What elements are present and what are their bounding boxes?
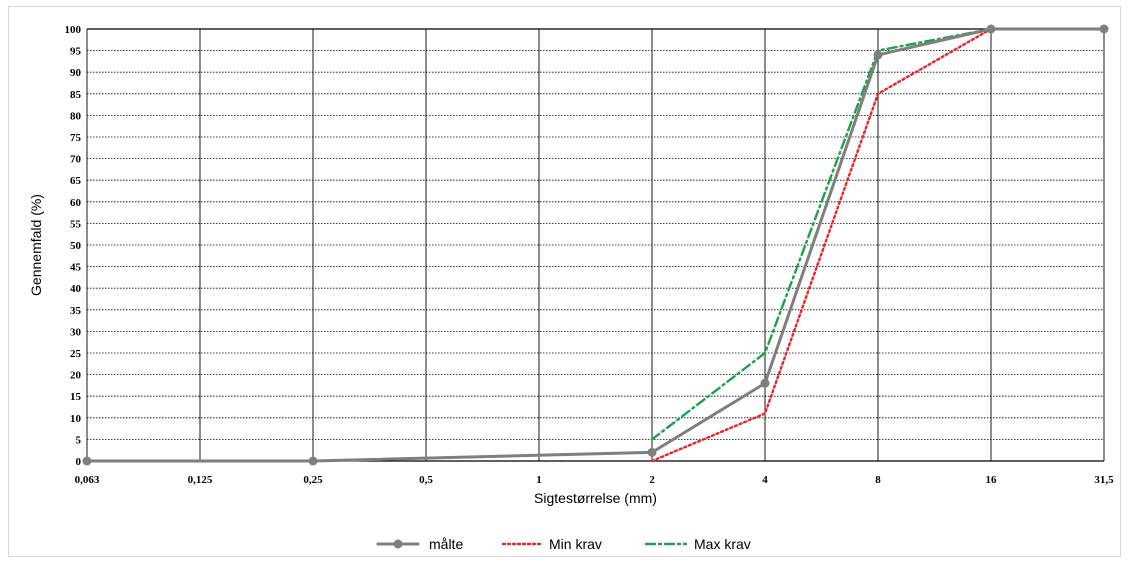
data-point — [760, 378, 770, 388]
legend-marker — [393, 539, 403, 549]
x-tick-label: 4 — [762, 474, 768, 486]
x-tick-label: 0,125 — [188, 474, 213, 486]
chart-frame: 0 5 10 15 20 25 30 35 40 45 50 55 60 65 70 75 80 85 90 95 10… — [8, 6, 1121, 557]
legend-label: målte — [429, 536, 463, 552]
data-point — [1099, 24, 1109, 34]
sieve-chart: 0510152025303540455055606570758085909510… — [28, 24, 1115, 552]
x-tick-label: 8 — [875, 474, 881, 486]
x-tick-label: 2 — [649, 474, 655, 486]
x-tick-label: 16 — [986, 474, 998, 486]
y-tick-label: 50 — [70, 240, 82, 252]
y-tick-label: 0 — [76, 456, 82, 468]
y-tick-label: 10 — [70, 413, 82, 425]
y-tick-label: 65 — [70, 175, 82, 187]
y-tick-label: 45 — [70, 262, 82, 274]
y-tick-label: 35 — [70, 305, 82, 317]
x-tick-label: 0,25 — [303, 474, 323, 486]
y-tick-label: 40 — [70, 283, 82, 295]
data-point — [308, 456, 318, 466]
data-point — [986, 24, 996, 34]
data-point — [873, 50, 883, 60]
y-tick-label: 15 — [70, 391, 82, 403]
x-tick-label: 0,063 — [75, 474, 100, 486]
data-point — [82, 456, 92, 466]
data-point — [647, 447, 657, 457]
x-tick-label: 31,5 — [1094, 474, 1114, 486]
x-tick-labels: 0,063 0,125 0,25 0,5 1 2 4 8 16 31,5 — [75, 474, 1115, 486]
legend-label: Min krav — [549, 536, 602, 552]
y-tick-label: 75 — [70, 132, 82, 144]
y-tick-labels: 0 5 10 15 20 25 30 35 40 45 50 55 60 65 70 75 80 85 90 95 10… — [65, 24, 82, 468]
y-tick-label: 85 — [70, 89, 82, 101]
grid — [86, 28, 1105, 462]
legend-label: Max krav — [694, 536, 751, 552]
y-tick-label: 30 — [70, 326, 82, 338]
y-tick-label: 90 — [70, 67, 82, 79]
y-tick-label: 60 — [70, 197, 82, 209]
x-axis-title: Sigtestørrelse (mm) — [534, 490, 657, 506]
y-tick-label: 100 — [65, 24, 82, 36]
y-axis-title: Gennemfald (%) — [28, 194, 44, 296]
x-tick-label: 0,5 — [419, 474, 433, 486]
y-tick-label: 95 — [70, 46, 82, 58]
y-tick-label: 70 — [70, 154, 82, 166]
y-tick-label: 55 — [70, 218, 82, 230]
series-layer — [82, 24, 1109, 466]
y-tick-label: 5 — [76, 434, 82, 446]
legend: målte Min krav Max krav — [376, 536, 751, 552]
y-tick-label: 80 — [70, 110, 82, 122]
x-tick-label: 1 — [536, 474, 542, 486]
y-tick-label: 25 — [70, 348, 82, 360]
y-tick-label: 20 — [70, 370, 82, 382]
